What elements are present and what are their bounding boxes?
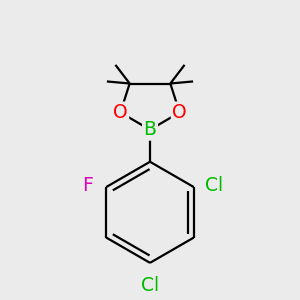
Text: F: F <box>82 176 93 195</box>
Text: Cl: Cl <box>205 176 223 195</box>
Text: B: B <box>143 120 157 139</box>
Text: O: O <box>113 103 128 122</box>
Text: O: O <box>172 103 187 122</box>
Text: Cl: Cl <box>141 276 159 296</box>
